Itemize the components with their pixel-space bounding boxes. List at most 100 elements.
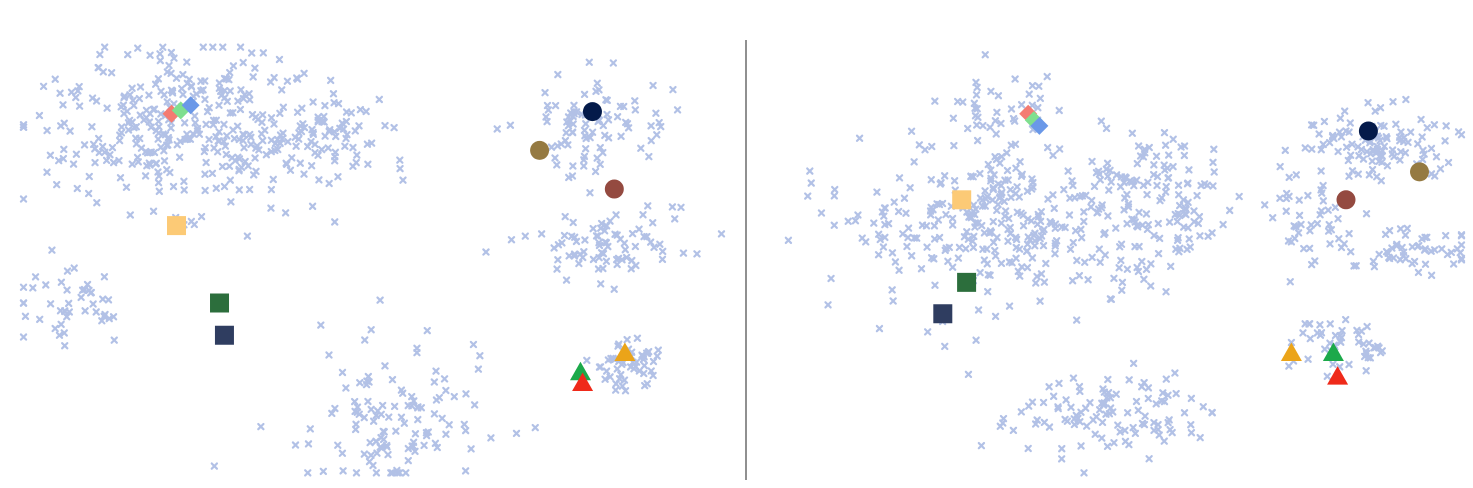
background-point-marker xyxy=(1166,262,1175,271)
background-point-marker xyxy=(396,156,404,164)
background-point-marker xyxy=(1331,203,1340,212)
background-point-marker xyxy=(604,116,613,124)
background-point-marker xyxy=(645,152,653,161)
background-point-marker xyxy=(585,58,593,66)
background-point-marker xyxy=(631,97,639,105)
background-point-marker xyxy=(99,68,107,76)
background-point-marker xyxy=(63,267,72,275)
background-point-marker xyxy=(1035,82,1043,91)
background-point-marker xyxy=(653,352,661,360)
background-point-marker xyxy=(1105,186,1113,194)
background-point-marker xyxy=(35,111,44,120)
background-point-marker xyxy=(968,237,977,245)
background-point-marker xyxy=(1164,174,1172,182)
background-point-marker xyxy=(80,141,89,149)
background-point-marker xyxy=(649,219,657,227)
background-point-marker xyxy=(1144,384,1153,392)
background-point-marker xyxy=(622,253,631,262)
background-point-marker xyxy=(1210,145,1218,154)
background-point-marker xyxy=(201,186,209,195)
background-point-marker xyxy=(1069,238,1078,247)
background-point-marker xyxy=(200,147,209,156)
background-point-marker xyxy=(1187,429,1196,437)
background-point-marker xyxy=(318,145,326,154)
background-point-marker xyxy=(1418,133,1426,141)
background-point-marker xyxy=(913,234,921,242)
background-point-marker xyxy=(43,126,51,135)
background-point-marker xyxy=(1125,440,1133,449)
background-point-marker xyxy=(631,106,640,114)
background-point-marker xyxy=(134,158,142,166)
background-point-marker xyxy=(103,104,111,112)
background-point-marker xyxy=(1154,219,1162,228)
background-point-marker xyxy=(879,243,888,251)
background-point-marker xyxy=(236,43,245,51)
background-point-marker xyxy=(1107,295,1116,304)
background-point-marker xyxy=(844,217,852,226)
background-point-marker xyxy=(267,204,275,212)
background-point-marker xyxy=(1017,408,1026,416)
background-point-marker xyxy=(1080,469,1088,477)
background-point-marker xyxy=(1121,173,1129,181)
background-point-marker xyxy=(596,280,605,288)
background-point-marker xyxy=(568,232,576,241)
background-point-marker xyxy=(220,86,229,95)
background-point-marker xyxy=(550,244,558,252)
background-point-marker xyxy=(1016,272,1024,280)
background-point-marker xyxy=(212,184,220,192)
background-point-marker xyxy=(132,134,140,142)
background-point-marker xyxy=(217,91,226,100)
background-point-marker xyxy=(93,199,101,207)
background-point-marker xyxy=(364,397,372,406)
background-point-marker xyxy=(61,307,69,315)
background-point-marker xyxy=(1096,258,1104,266)
background-point-marker xyxy=(202,120,210,129)
background-point-marker xyxy=(1090,182,1099,191)
background-point-marker xyxy=(1011,140,1020,148)
panel-right-scatter xyxy=(784,51,1466,477)
background-point-marker xyxy=(967,172,975,181)
background-point-marker xyxy=(409,442,418,450)
background-point-marker xyxy=(124,126,133,134)
background-point-marker xyxy=(1184,179,1192,187)
background-point-marker xyxy=(1346,248,1355,256)
background-point-marker xyxy=(261,126,269,134)
background-point-marker xyxy=(1110,274,1118,283)
background-point-marker xyxy=(482,248,490,256)
background-point-marker xyxy=(1145,455,1153,463)
background-point-marker xyxy=(1317,167,1325,175)
background-point-marker xyxy=(83,280,92,289)
background-point-marker xyxy=(387,469,395,477)
background-point-marker xyxy=(64,299,73,308)
background-point-marker xyxy=(420,441,428,450)
background-point-marker xyxy=(1355,338,1363,346)
background-point-marker xyxy=(1219,220,1227,229)
background-point-marker xyxy=(580,156,588,164)
background-point-marker xyxy=(291,441,300,449)
background-point-marker xyxy=(66,127,74,135)
background-point-marker xyxy=(973,136,982,145)
background-point-marker xyxy=(506,121,515,129)
background-point-marker xyxy=(1152,400,1160,408)
background-point-marker xyxy=(366,438,374,447)
background-point-marker xyxy=(283,160,291,169)
background-point-marker xyxy=(1080,208,1088,216)
background-point-marker xyxy=(942,210,950,219)
background-point-marker xyxy=(929,206,937,214)
background-point-marker xyxy=(355,122,363,130)
background-point-marker xyxy=(1095,406,1104,414)
background-point-marker xyxy=(278,86,286,94)
background-point-marker xyxy=(163,165,171,174)
background-point-marker xyxy=(308,202,317,211)
background-point-marker xyxy=(931,281,939,289)
background-point-marker xyxy=(1438,245,1446,253)
background-point-marker xyxy=(1017,100,1026,109)
background-point-marker xyxy=(450,392,458,401)
background-point-marker xyxy=(88,123,96,131)
background-point-marker xyxy=(1068,177,1076,185)
background-point-marker xyxy=(1112,171,1121,179)
background-point-marker xyxy=(1062,396,1070,404)
background-point-marker xyxy=(267,147,276,156)
background-point-marker xyxy=(1336,114,1345,122)
background-point-marker xyxy=(891,258,900,266)
